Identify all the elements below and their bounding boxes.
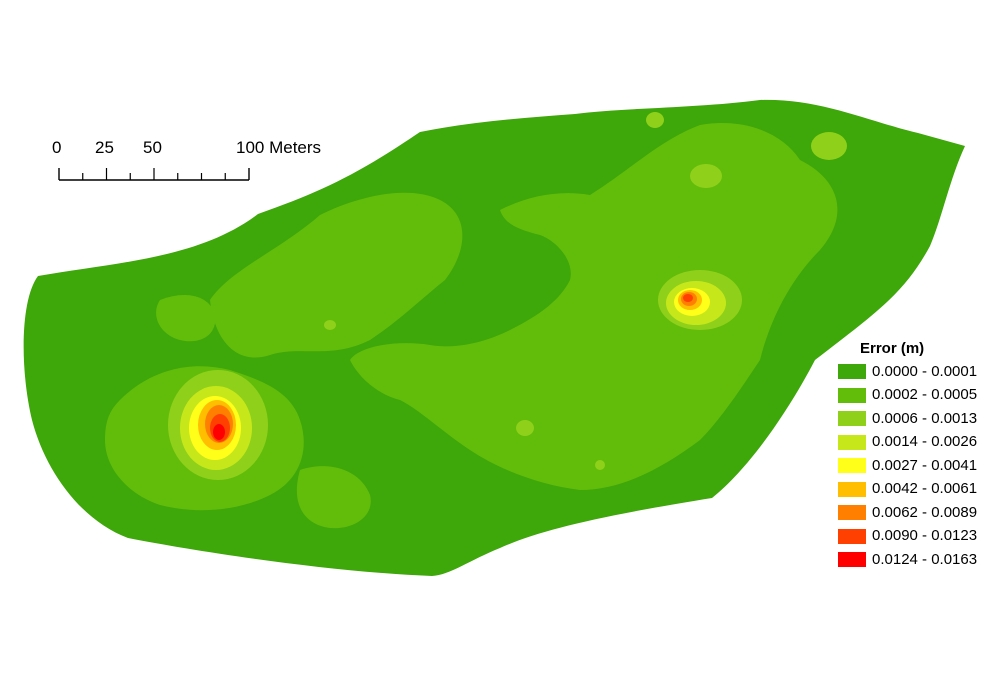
scale-label-0: 0	[52, 138, 62, 157]
legend-item: 0.0062 - 0.0089	[838, 501, 998, 525]
legend-label: 0.0014 - 0.0026	[872, 433, 978, 451]
legend-swatch	[838, 364, 866, 380]
legend-label: 0.0090 - 0.0123	[872, 527, 978, 545]
legend-swatch	[838, 411, 866, 427]
legend-item: 0.0000 - 0.0001	[838, 360, 998, 384]
legend-swatch	[838, 552, 866, 568]
legend-item: 0.0006 - 0.0013	[838, 407, 998, 431]
legend-swatch	[838, 505, 866, 521]
legend-item: 0.0124 - 0.0163	[838, 548, 998, 572]
scale-label-25: 25	[95, 138, 114, 157]
legend-label: 0.0000 - 0.0001	[872, 362, 978, 380]
legend-label: 0.0006 - 0.0013	[872, 409, 978, 427]
legend-label: 0.0124 - 0.0163	[872, 550, 978, 568]
legend-item: 0.0002 - 0.0005	[838, 384, 998, 408]
legend-item: 0.0014 - 0.0026	[838, 431, 998, 455]
legend-item: 0.0027 - 0.0041	[838, 454, 998, 478]
error-zone-class-9	[213, 424, 225, 440]
scale-label-50: 50	[143, 138, 162, 157]
legend-swatch	[838, 528, 866, 544]
legend: Error (m) 0.0000 - 0.0001 0.0002 - 0.0005…	[838, 338, 998, 572]
legend-label: 0.0027 - 0.0041	[872, 456, 978, 474]
legend-label: 0.0062 - 0.0089	[872, 503, 978, 521]
legend-swatch	[838, 434, 866, 450]
scale-label-100-meters: 100 Meters	[236, 138, 322, 157]
legend-swatch	[838, 458, 866, 474]
scale-bar-line	[58, 168, 250, 181]
legend-swatch	[838, 387, 866, 403]
legend-swatch	[838, 481, 866, 497]
legend-title: Error (m)	[860, 340, 925, 357]
legend-item: 0.0042 - 0.0061	[838, 478, 998, 502]
legend-items: 0.0000 - 0.0001 0.0002 - 0.0005 0.0006 - 0…	[838, 360, 998, 572]
legend-label: 0.0042 - 0.0061	[872, 480, 978, 498]
legend-item: 0.0090 - 0.0123	[838, 525, 998, 549]
scale-bar: 0 25 50 100 Meters	[40, 138, 360, 188]
legend-label: 0.0002 - 0.0005	[872, 386, 978, 404]
